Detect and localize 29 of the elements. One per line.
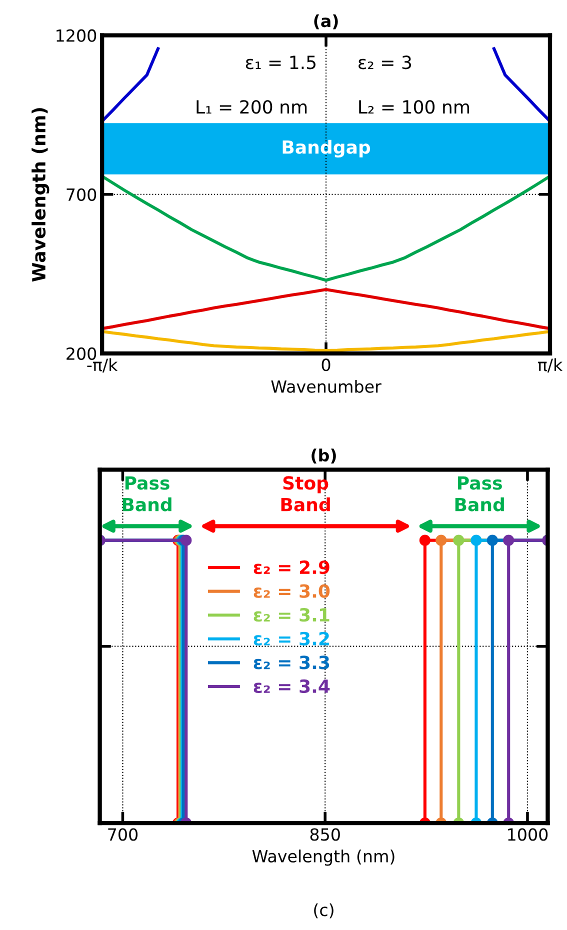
x-tick-label: 1000 — [508, 828, 548, 841]
y-tick-label: 1200 — [56, 29, 96, 42]
x-tick-label: -π/k — [87, 358, 118, 372]
legend-label: ε₂ = 3.0 — [254, 584, 330, 598]
annotation: ε₂ = 3 — [358, 56, 412, 70]
text: Pass Band — [455, 476, 504, 512]
text: (c) — [314, 903, 334, 918]
text: Stop Band — [281, 476, 330, 512]
legend-label: ε₂ = 3.4 — [254, 679, 330, 694]
x-axis-title: Wavenumber — [271, 380, 382, 393]
x-tick-label: 700 — [108, 828, 138, 841]
legend-label: ε₂ = 3.1 — [254, 608, 330, 622]
x-tick-label: π/k — [538, 358, 563, 372]
text: Pass Band — [122, 476, 172, 512]
chart-title: (a) — [314, 14, 338, 30]
y-axis-title: Wavelength (nm) — [32, 108, 50, 282]
annotation: ε₁ = 1.5 — [246, 56, 316, 70]
legend-label: ε₂ = 3.3 — [254, 656, 330, 670]
y-tick-label: 200 — [66, 347, 96, 360]
legend-label: ε₂ = 2.9 — [254, 560, 330, 574]
annotation: L₁ = 200 nm — [196, 100, 307, 114]
annotation: L₂ = 100 nm — [359, 100, 469, 114]
legend-label: ε₂ = 3.2 — [254, 632, 329, 646]
band-label: Bandgap — [282, 140, 370, 158]
y-tick-label: 700 — [66, 188, 96, 201]
x-axis-title: Wavelength (nm) — [252, 850, 394, 866]
x-tick-label: 850 — [310, 828, 340, 841]
chart-title: (b) — [312, 448, 336, 464]
x-tick-label: 0 — [322, 358, 330, 372]
